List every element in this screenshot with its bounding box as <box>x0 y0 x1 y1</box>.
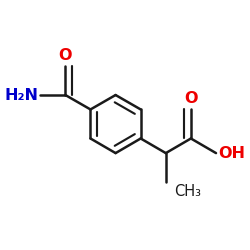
Text: H₂N: H₂N <box>4 88 38 102</box>
Text: OH: OH <box>218 146 245 160</box>
Text: CH₃: CH₃ <box>174 184 201 199</box>
Text: O: O <box>59 48 72 62</box>
Text: O: O <box>184 91 198 106</box>
